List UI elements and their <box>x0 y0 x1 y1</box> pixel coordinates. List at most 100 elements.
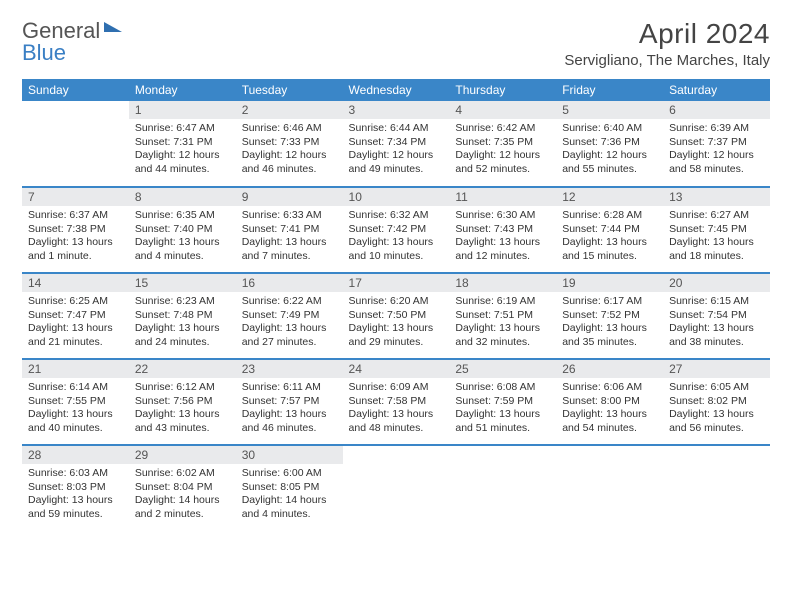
daylight-text: Daylight: 12 hours and 46 minutes. <box>242 149 337 176</box>
daylight-text: Daylight: 13 hours and 18 minutes. <box>669 236 764 263</box>
sunset-text: Sunset: 7:38 PM <box>28 223 123 237</box>
sunrise-text: Sunrise: 6:03 AM <box>28 467 123 481</box>
day-number: 2 <box>236 101 343 119</box>
day-number: 17 <box>343 274 450 292</box>
day-number: 27 <box>663 360 770 378</box>
calendar-week-row: 14Sunrise: 6:25 AMSunset: 7:47 PMDayligh… <box>22 273 770 359</box>
sunrise-text: Sunrise: 6:12 AM <box>135 381 230 395</box>
location-subtitle: Servigliano, The Marches, Italy <box>564 52 770 69</box>
daylight-text: Daylight: 13 hours and 38 minutes. <box>669 322 764 349</box>
logo-text-2: Blue <box>22 40 66 65</box>
daylight-text: Daylight: 13 hours and 1 minute. <box>28 236 123 263</box>
calendar-day-cell: 8Sunrise: 6:35 AMSunset: 7:40 PMDaylight… <box>129 187 236 273</box>
sunrise-text: Sunrise: 6:08 AM <box>455 381 550 395</box>
day-data: Sunrise: 6:32 AMSunset: 7:42 PMDaylight:… <box>343 206 450 270</box>
sunrise-text: Sunrise: 6:14 AM <box>28 381 123 395</box>
weekday-header: Monday <box>129 79 236 101</box>
day-number: 3 <box>343 101 450 119</box>
day-data: Sunrise: 6:30 AMSunset: 7:43 PMDaylight:… <box>449 206 556 270</box>
calendar-day-cell: 11Sunrise: 6:30 AMSunset: 7:43 PMDayligh… <box>449 187 556 273</box>
day-number: 18 <box>449 274 556 292</box>
daylight-text: Daylight: 12 hours and 52 minutes. <box>455 149 550 176</box>
day-number: 30 <box>236 446 343 464</box>
sunset-text: Sunset: 7:54 PM <box>669 309 764 323</box>
sunrise-text: Sunrise: 6:05 AM <box>669 381 764 395</box>
sunrise-text: Sunrise: 6:09 AM <box>349 381 444 395</box>
page-title: April 2024 <box>564 18 770 50</box>
daylight-text: Daylight: 12 hours and 49 minutes. <box>349 149 444 176</box>
sunrise-text: Sunrise: 6:17 AM <box>562 295 657 309</box>
day-number: 9 <box>236 188 343 206</box>
sunrise-text: Sunrise: 6:42 AM <box>455 122 550 136</box>
calendar-day-cell: 20Sunrise: 6:15 AMSunset: 7:54 PMDayligh… <box>663 273 770 359</box>
calendar-day-cell: 15Sunrise: 6:23 AMSunset: 7:48 PMDayligh… <box>129 273 236 359</box>
calendar-day-cell: 17Sunrise: 6:20 AMSunset: 7:50 PMDayligh… <box>343 273 450 359</box>
daylight-text: Daylight: 12 hours and 58 minutes. <box>669 149 764 176</box>
logo-triangle-icon <box>104 22 122 32</box>
calendar-day-cell: 27Sunrise: 6:05 AMSunset: 8:02 PMDayligh… <box>663 359 770 445</box>
sunset-text: Sunset: 7:56 PM <box>135 395 230 409</box>
calendar-day-cell: 23Sunrise: 6:11 AMSunset: 7:57 PMDayligh… <box>236 359 343 445</box>
calendar-day-cell: 22Sunrise: 6:12 AMSunset: 7:56 PMDayligh… <box>129 359 236 445</box>
day-data: Sunrise: 6:08 AMSunset: 7:59 PMDaylight:… <box>449 378 556 442</box>
daylight-text: Daylight: 13 hours and 15 minutes. <box>562 236 657 263</box>
sunset-text: Sunset: 7:37 PM <box>669 136 764 150</box>
sunset-text: Sunset: 7:59 PM <box>455 395 550 409</box>
calendar-day-cell: 24Sunrise: 6:09 AMSunset: 7:58 PMDayligh… <box>343 359 450 445</box>
daylight-text: Daylight: 13 hours and 46 minutes. <box>242 408 337 435</box>
calendar-body: 1Sunrise: 6:47 AMSunset: 7:31 PMDaylight… <box>22 101 770 531</box>
calendar-day-cell: 3Sunrise: 6:44 AMSunset: 7:34 PMDaylight… <box>343 101 450 187</box>
day-data: Sunrise: 6:11 AMSunset: 7:57 PMDaylight:… <box>236 378 343 442</box>
sunset-text: Sunset: 8:04 PM <box>135 481 230 495</box>
calendar-day-cell: 25Sunrise: 6:08 AMSunset: 7:59 PMDayligh… <box>449 359 556 445</box>
sunrise-text: Sunrise: 6:02 AM <box>135 467 230 481</box>
daylight-text: Daylight: 13 hours and 7 minutes. <box>242 236 337 263</box>
calendar-day-cell <box>556 445 663 531</box>
day-data: Sunrise: 6:20 AMSunset: 7:50 PMDaylight:… <box>343 292 450 356</box>
day-data: Sunrise: 6:25 AMSunset: 7:47 PMDaylight:… <box>22 292 129 356</box>
sunset-text: Sunset: 7:35 PM <box>455 136 550 150</box>
daylight-text: Daylight: 13 hours and 10 minutes. <box>349 236 444 263</box>
day-data: Sunrise: 6:19 AMSunset: 7:51 PMDaylight:… <box>449 292 556 356</box>
day-data: Sunrise: 6:12 AMSunset: 7:56 PMDaylight:… <box>129 378 236 442</box>
sunrise-text: Sunrise: 6:35 AM <box>135 209 230 223</box>
day-data: Sunrise: 6:05 AMSunset: 8:02 PMDaylight:… <box>663 378 770 442</box>
calendar-header-row: Sunday Monday Tuesday Wednesday Thursday… <box>22 79 770 101</box>
daylight-text: Daylight: 13 hours and 51 minutes. <box>455 408 550 435</box>
sunset-text: Sunset: 7:44 PM <box>562 223 657 237</box>
day-number: 12 <box>556 188 663 206</box>
day-data: Sunrise: 6:23 AMSunset: 7:48 PMDaylight:… <box>129 292 236 356</box>
day-number: 8 <box>129 188 236 206</box>
sunrise-text: Sunrise: 6:37 AM <box>28 209 123 223</box>
day-data: Sunrise: 6:06 AMSunset: 8:00 PMDaylight:… <box>556 378 663 442</box>
day-data: Sunrise: 6:37 AMSunset: 7:38 PMDaylight:… <box>22 206 129 270</box>
sunrise-text: Sunrise: 6:28 AM <box>562 209 657 223</box>
sunrise-text: Sunrise: 6:47 AM <box>135 122 230 136</box>
calendar-day-cell: 12 Sunrise: 6:28 AMSunset: 7:44 PMDayligh… <box>556 187 663 273</box>
day-data: Sunrise: 6:17 AMSunset: 7:52 PMDaylight:… <box>556 292 663 356</box>
sunset-text: Sunset: 7:36 PM <box>562 136 657 150</box>
sunrise-text: Sunrise: 6:33 AM <box>242 209 337 223</box>
calendar-day-cell: 18Sunrise: 6:19 AMSunset: 7:51 PMDayligh… <box>449 273 556 359</box>
weekday-header: Tuesday <box>236 79 343 101</box>
sunset-text: Sunset: 7:52 PM <box>562 309 657 323</box>
daylight-text: Daylight: 13 hours and 12 minutes. <box>455 236 550 263</box>
header: General April 2024 Servigliano, The Marc… <box>22 18 770 69</box>
calendar-week-row: 7Sunrise: 6:37 AMSunset: 7:38 PMDaylight… <box>22 187 770 273</box>
day-number: 21 <box>22 360 129 378</box>
logo-line2: Blue <box>22 40 66 66</box>
calendar-day-cell: 1Sunrise: 6:47 AMSunset: 7:31 PMDaylight… <box>129 101 236 187</box>
day-number: 14 <box>22 274 129 292</box>
day-data: Sunrise: 6:47 AMSunset: 7:31 PMDaylight:… <box>129 119 236 183</box>
title-block: April 2024 Servigliano, The Marches, Ita… <box>564 18 770 69</box>
sunset-text: Sunset: 8:02 PM <box>669 395 764 409</box>
daylight-text: Daylight: 13 hours and 40 minutes. <box>28 408 123 435</box>
calendar-day-cell: 5Sunrise: 6:40 AMSunset: 7:36 PMDaylight… <box>556 101 663 187</box>
day-number: 25 <box>449 360 556 378</box>
calendar-day-cell <box>663 445 770 531</box>
day-data: Sunrise: 6:27 AMSunset: 7:45 PMDaylight:… <box>663 206 770 270</box>
daylight-text: Daylight: 13 hours and 29 minutes. <box>349 322 444 349</box>
day-number: 10 <box>343 188 450 206</box>
day-number: 6 <box>663 101 770 119</box>
calendar-day-cell: 19Sunrise: 6:17 AMSunset: 7:52 PMDayligh… <box>556 273 663 359</box>
